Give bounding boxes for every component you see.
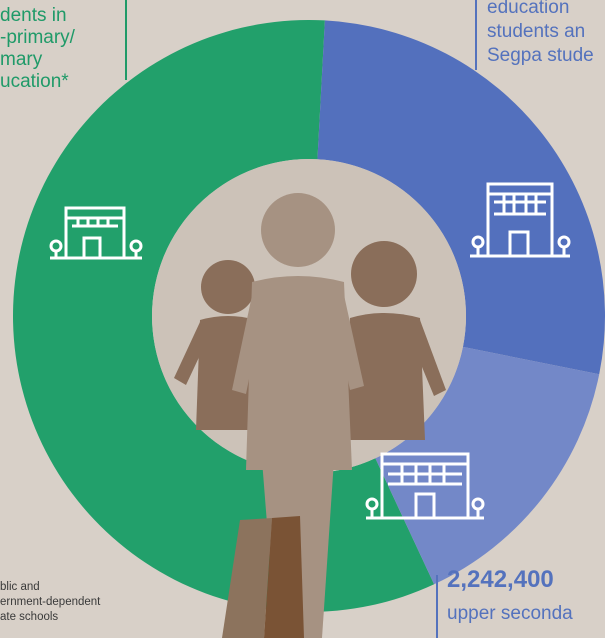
right-label-line-1: education: [487, 0, 570, 18]
bottom-label: upper seconda: [447, 603, 573, 624]
footnote-line-1: blic and: [0, 581, 40, 593]
footnote-line-2: ernment-dependent: [0, 596, 101, 608]
left-label-line-4: ucation*: [0, 71, 69, 92]
right-label-line-3: Segpa stude: [487, 45, 594, 66]
bottom-label-rule: [436, 575, 438, 638]
right-label-line-2: students an: [487, 21, 586, 42]
school-building-icon: [470, 182, 571, 258]
school-building-icon: [365, 452, 485, 520]
suitcase-icon: [222, 516, 304, 638]
school-building-icon: [49, 206, 143, 260]
bottom-number: 2,242,400: [447, 566, 554, 593]
right-label-rule: [475, 0, 477, 70]
donut-slice-1: [317, 20, 605, 375]
family-silhouette-icon: [174, 193, 446, 638]
footnote-line-3: ate schools: [0, 611, 59, 623]
left-label-line-3: mary: [0, 49, 43, 70]
donut-slice-2: [375, 346, 600, 585]
left-label-line-1: dents in: [0, 5, 67, 26]
donut-slice-0: [13, 19, 435, 612]
left-label-line-2: -primary/: [0, 27, 75, 48]
left-label-rule: [125, 0, 127, 80]
